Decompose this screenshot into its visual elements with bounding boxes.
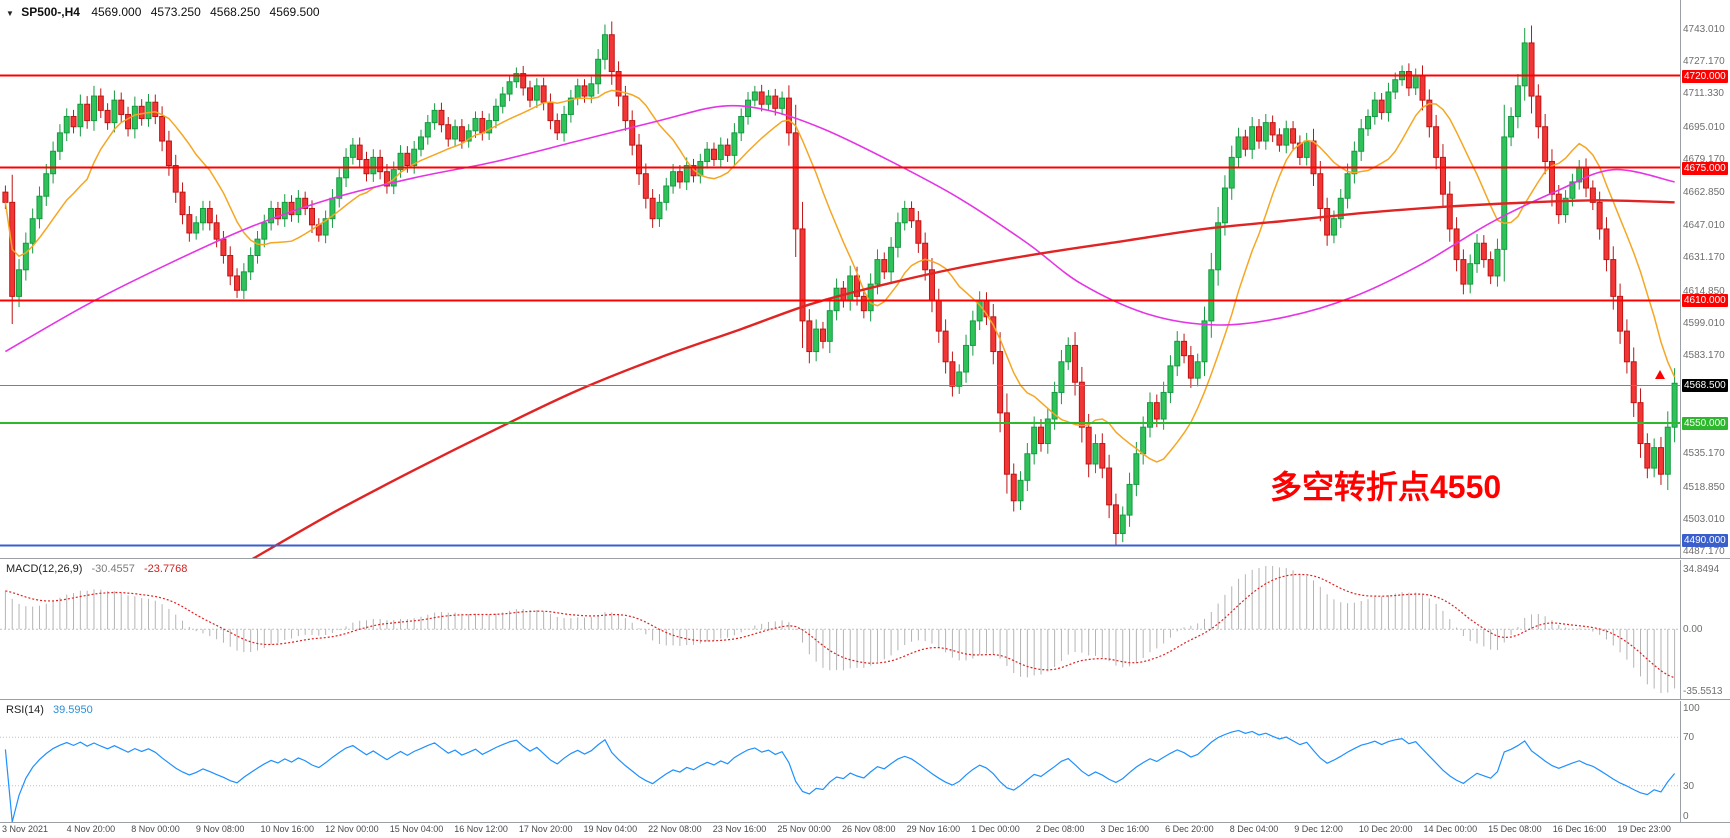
rsi-line [4, 729, 1676, 822]
macd-signal-line [5, 573, 1675, 679]
macd-signal-value: -23.7768 [143, 563, 188, 575]
level-price-badge: 4490.000 [1682, 533, 1728, 547]
time-axis-label: 19 Nov 04:00 [583, 824, 638, 834]
quote-open: 4569.000 [91, 5, 142, 19]
time-axis-label: 1 Dec 00:00 [971, 824, 1020, 834]
rsi-indicator-panel[interactable]: RSI(14) 39.5950 100 70 30 0 [0, 701, 1730, 822]
price-scale-label: 4647.010 [1683, 219, 1725, 231]
rsi-scale-label: 100 [1683, 703, 1700, 714]
level-price-badge: 4610.000 [1682, 294, 1728, 308]
rsi-scale-axis[interactable]: 100 70 30 0 [1680, 701, 1730, 822]
macd-scale-axis[interactable]: 34.8494 0.00 -35.5513 [1680, 560, 1730, 699]
time-axis-label: 6 Dec 20:00 [1165, 824, 1214, 834]
rsi-scale-label: 30 [1683, 780, 1695, 792]
price-chart-panel[interactable]: ▼ SP500-,H4 4569.000 4573.250 4568.250 4… [0, 0, 1730, 558]
ma-fast-orange-line [4, 89, 1676, 463]
level-price-badge: 4550.000 [1682, 417, 1728, 431]
panel-separator[interactable] [0, 822, 1730, 823]
time-axis-label: 9 Dec 12:00 [1294, 824, 1343, 834]
level-price-badge: 4675.000 [1682, 161, 1728, 175]
price-scale-label: 4535.170 [1683, 448, 1725, 460]
time-axis-label: 4 Nov 20:00 [66, 824, 116, 834]
panel-separator[interactable] [0, 558, 1730, 559]
time-axis-label: 23 Nov 16:00 [712, 824, 767, 834]
macd-scale-label: -35.5513 [1683, 686, 1723, 697]
ma-slow-red-line [251, 199, 1675, 558]
quote-low: 4568.250 [210, 5, 261, 19]
time-axis-label: 12 Nov 00:00 [325, 824, 379, 834]
time-axis-label: 14 Dec 00:00 [1423, 824, 1478, 834]
price-scale-label: 4503.010 [1683, 514, 1725, 526]
time-axis-label: 16 Nov 12:00 [454, 824, 508, 834]
time-axis-label: 2 Dec 08:00 [1035, 824, 1085, 834]
time-axis-label: 8 Dec 04:00 [1229, 824, 1279, 834]
time-axis-label: 26 Nov 08:00 [842, 824, 896, 834]
time-axis-label: 19 Dec 23:00 [1617, 824, 1671, 834]
price-scale-label: 4599.010 [1683, 317, 1725, 329]
price-scale-label: 4695.010 [1683, 121, 1725, 133]
macd-label: MACD(12,26,9) [6, 563, 83, 575]
price-scale-label: 4583.170 [1683, 350, 1725, 362]
chart-header: ▼ SP500-,H4 4569.000 4573.250 4568.250 4… [6, 5, 326, 19]
macd-scale-label: 34.8494 [1683, 564, 1720, 575]
level-price-badge: 4720.000 [1682, 69, 1728, 83]
time-axis-label: 9 Nov 08:00 [195, 824, 245, 834]
symbol-expander-icon[interactable]: ▼ [6, 9, 14, 18]
rsi-label: RSI(14) [6, 704, 44, 716]
pivot-annotation-text: 多空转折点4550 [1270, 469, 1502, 505]
candlesticks [2, 21, 1678, 545]
macd-main-value: -30.4557 [91, 563, 135, 575]
macd-header: MACD(12,26,9) -30.4557 -23.7768 [6, 563, 193, 575]
time-axis-label: 15 Dec 08:00 [1488, 824, 1542, 834]
time-axis-label: 29 Nov 16:00 [906, 824, 961, 834]
ma-mid-magenta-line [5, 104, 1675, 353]
current-price-badge: 4568.500 [1682, 379, 1728, 393]
price-scale-label: 4631.170 [1683, 252, 1725, 264]
price-scale-label: 4679.170 [1683, 154, 1725, 166]
quote-close: 4569.500 [269, 5, 320, 19]
time-axis-label: 8 Nov 00:00 [131, 824, 180, 834]
time-axis-label: 10 Nov 16:00 [260, 824, 314, 834]
time-axis-label: 16 Dec 16:00 [1552, 824, 1607, 834]
price-scale-label: 4614.850 [1683, 285, 1725, 297]
time-axis-label: 15 Nov 04:00 [389, 824, 444, 834]
rsi-header: RSI(14) 39.5950 [6, 704, 99, 716]
price-chart-canvas[interactable] [0, 0, 1680, 558]
rsi-scale-label: 70 [1683, 732, 1695, 744]
time-axis[interactable]: 3 Nov 2021 4 Nov 20:00 8 Nov 00:00 9 Nov 08… [0, 823, 1730, 838]
macd-scale-label: 0.00 [1683, 624, 1703, 636]
time-axis-label: 3 Dec 16:00 [1100, 824, 1149, 834]
time-axis-label: 10 Dec 20:00 [1358, 824, 1413, 834]
price-scale-label: 4518.850 [1683, 481, 1725, 493]
macd-indicator-panel[interactable]: MACD(12,26,9) -30.4557 -23.7768 34.8494 0… [0, 560, 1730, 699]
rsi-canvas[interactable] [0, 701, 1680, 822]
time-axis-label: 3 Nov 2021 [2, 824, 49, 834]
time-axis-label: 22 Nov 08:00 [648, 824, 702, 834]
price-scale-label: 4743.010 [1683, 23, 1725, 35]
macd-canvas[interactable] [0, 560, 1680, 699]
price-scale-label: 4727.170 [1683, 55, 1725, 67]
quote-high: 4573.250 [150, 5, 201, 19]
macd-histogram [4, 566, 1676, 693]
price-scale-label: 4711.330 [1683, 88, 1724, 100]
price-scale-axis[interactable]: 4743.010 4727.170 4720.000 4711.330 4695.010… [1680, 0, 1730, 558]
time-axis-label: 17 Nov 20:00 [518, 824, 573, 834]
symbol-timeframe-label: SP500-,H4 [21, 5, 80, 19]
price-scale-label: 4487.170 [1683, 546, 1725, 557]
rsi-scale-label: 0 [1683, 811, 1689, 822]
price-scale-label: 4662.850 [1683, 187, 1725, 199]
panel-separator[interactable] [0, 699, 1730, 700]
rsi-value: 39.5950 [52, 704, 93, 716]
price-arrow-icon [1655, 369, 1665, 379]
time-axis-label: 25 Nov 00:00 [777, 824, 831, 834]
